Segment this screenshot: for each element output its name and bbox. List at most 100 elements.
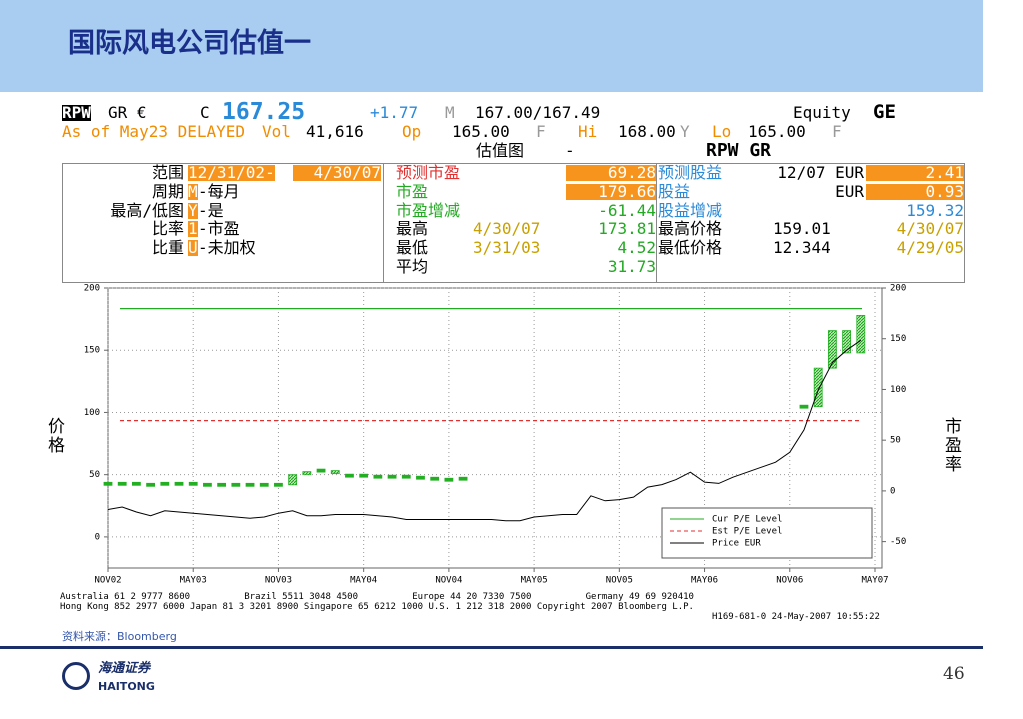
row-label: 预测股益 [658, 163, 723, 182]
y-tick-label: 0 [95, 532, 100, 542]
pe-bar [302, 471, 312, 476]
x-tick-label: NOV04 [435, 576, 462, 586]
option-value: -每月 [198, 181, 240, 201]
pe-bar [813, 367, 823, 408]
pe-bar [231, 482, 241, 487]
pe-bar [330, 470, 340, 475]
row-date: 4/30/07 [896, 219, 964, 239]
row-value: 69.28 [566, 165, 656, 181]
y-label: Y [680, 122, 690, 141]
row-label: 市盈 [396, 181, 429, 201]
pe-bar [160, 481, 170, 486]
f-label: F [536, 122, 546, 141]
valuation-table: 范围 12/31/02- 4/30/07 周期 M -每月 最高/低图 Y -是 比率 1 -市盈 比重… [62, 163, 965, 283]
change: +1.77 [370, 103, 419, 122]
row-price: 159.01 [773, 219, 831, 239]
pe-bar [316, 468, 326, 473]
hi-label: Hi [578, 122, 598, 141]
legend-label: Cur P/E Level [712, 515, 782, 525]
y-tick-label: 50 [89, 470, 100, 480]
page-number: 46 [943, 664, 965, 684]
row-label: 比率 [151, 219, 184, 239]
row-period: 12/07 EUR [777, 163, 864, 182]
pe-bar [827, 330, 837, 369]
open: 165.00 [452, 122, 510, 141]
range-start: 12/31/02- [188, 163, 275, 182]
row-date: 4/30/07 [473, 219, 541, 239]
pe-bar [217, 482, 227, 487]
row-value: 31.73 [607, 257, 656, 276]
range-end: 4/30/07 [293, 165, 381, 181]
option-value: -是 [198, 200, 224, 220]
slide-title: 国际风电公司估值一 [68, 28, 311, 59]
pe-bar [401, 474, 411, 479]
pe-bar [245, 482, 255, 487]
pe-bar [117, 481, 127, 486]
row-value: 179.66 [566, 183, 656, 200]
pe-bar [416, 475, 425, 480]
row-label: 最低价格 [658, 238, 723, 258]
x-tick-label: MAY06 [691, 576, 718, 586]
logo-name: 海通证券 [98, 661, 151, 676]
pe-bar [842, 330, 851, 354]
logo-mark [62, 662, 90, 690]
pe-bar [458, 476, 468, 481]
y-axis-title: 价格 [48, 417, 65, 456]
pe-bar [103, 481, 113, 486]
y2-tick-label: -50 [890, 537, 906, 547]
legend-label: Price EUR [712, 539, 761, 549]
plot-frame [107, 287, 883, 569]
low: 165.00 [748, 122, 806, 141]
price: 167.25 [222, 99, 306, 125]
row-value: 159.32 [906, 200, 964, 220]
option-code: M [188, 181, 198, 201]
legend-box [661, 507, 873, 559]
row-label: 平均 [396, 257, 429, 276]
pe-bar [387, 474, 397, 479]
legend-label: Est P/E Level [712, 527, 782, 537]
row-label: 最高/低图 [110, 200, 184, 220]
ge: GE [873, 101, 896, 123]
pe-bar [146, 482, 156, 487]
pe-bar [274, 482, 283, 487]
f-label: F [832, 122, 842, 141]
y2-tick-label: 150 [890, 334, 906, 344]
logo-latin: HAITONG [98, 680, 155, 693]
equity: Equity [793, 103, 851, 122]
pe-bar [373, 474, 383, 479]
m-label: M [445, 103, 455, 122]
x-tick-label: MAY04 [350, 576, 377, 586]
y2-tick-label: 0 [890, 486, 895, 496]
row-value: 0.93 [866, 183, 964, 200]
pe-bar [799, 404, 809, 409]
pe-bar [856, 314, 866, 354]
x-tick-label: MAY07 [861, 576, 888, 586]
pe-bar [174, 481, 184, 486]
row-value: 173.81 [598, 219, 656, 239]
row-label: 市盈增减 [396, 200, 461, 220]
row-label: 最低 [396, 238, 429, 258]
y-tick-label: 200 [84, 284, 100, 294]
row-label: 范围 [151, 163, 184, 182]
chart-name: 估值图 [476, 141, 525, 160]
row-label: 最高 [396, 219, 429, 239]
pe-bar [203, 482, 212, 487]
pe-bar [359, 473, 369, 478]
security: RPW GR [706, 140, 772, 161]
row-label: 周期 [151, 181, 184, 201]
row-label: 股益增减 [658, 200, 723, 220]
x-tick-label: NOV03 [265, 576, 292, 586]
row-value: -61.44 [598, 200, 656, 220]
row-label: 预测市盈 [396, 163, 461, 182]
lo-label: Lo [712, 122, 732, 141]
x-tick-label: NOV05 [606, 576, 633, 586]
footer-line: Hong Kong 852 2977 6000 Japan 81 3 3201 … [60, 602, 694, 612]
title-band [0, 0, 983, 92]
pe-bar [444, 477, 454, 482]
row-value: 4.52 [617, 238, 656, 258]
row-value: 2.41 [866, 165, 964, 181]
option-code: 1 [188, 219, 198, 239]
row-date: 3/31/03 [473, 238, 541, 258]
vol-label: Vol [262, 122, 291, 141]
